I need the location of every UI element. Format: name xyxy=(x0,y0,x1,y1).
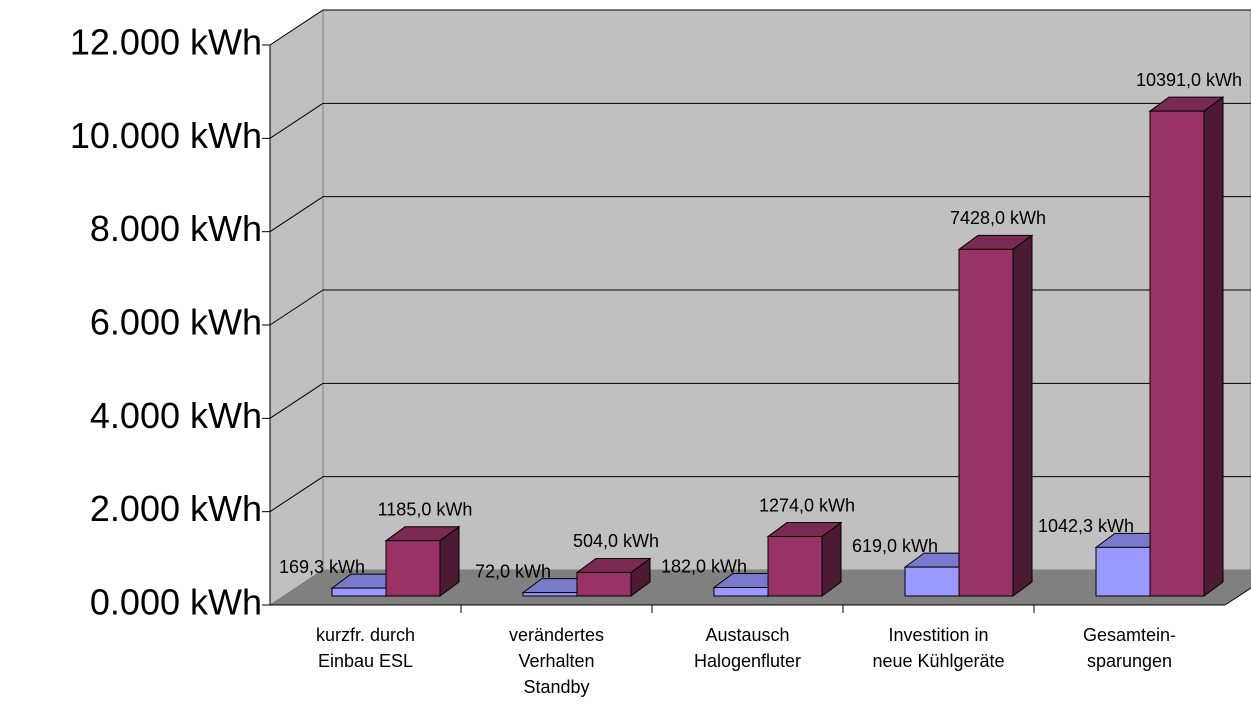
data-label: 7428,0 kWh xyxy=(950,208,1046,228)
bar-side xyxy=(1012,234,1033,597)
y-tick-label: 4.000 kWh xyxy=(90,395,262,436)
grid-line xyxy=(269,476,324,513)
y-tick-label: 6.000 kWh xyxy=(90,302,262,343)
bar xyxy=(767,536,823,597)
grid-line xyxy=(269,289,324,326)
data-label: 504,0 kWh xyxy=(573,531,659,551)
data-label: 72,0 kWh xyxy=(475,561,551,581)
grid-line xyxy=(269,9,324,46)
data-label: 182,0 kWh xyxy=(661,556,747,576)
bar-side xyxy=(1203,96,1224,597)
x-tick-label: Austausch Halogenfluter xyxy=(693,625,802,671)
bar xyxy=(522,592,578,597)
bar xyxy=(331,587,387,597)
y-tick-label: 8.000 kWh xyxy=(90,208,262,249)
grid-line xyxy=(269,102,324,139)
data-label: 619,0 kWh xyxy=(852,536,938,556)
y-tick-label: 12.000 kWh xyxy=(70,22,262,63)
y-tick-label: 2.000 kWh xyxy=(90,488,262,529)
x-tick-label: verändertes Verhalten Standby xyxy=(508,625,605,697)
x-tick-label: kurzfr. durch Einbau ESL xyxy=(315,625,416,671)
bar xyxy=(713,587,769,597)
bar xyxy=(385,540,441,597)
bar xyxy=(1095,546,1151,597)
bar xyxy=(958,248,1014,597)
x-tick-label: Gesamtein- sparungen xyxy=(1082,625,1177,671)
y-tick-label: 0.000 kWh xyxy=(90,582,262,623)
x-tick-label: Investition in neue Kühlgeräte xyxy=(872,625,1005,671)
data-label: 1274,0 kWh xyxy=(759,495,855,515)
data-label: 1185,0 kWh xyxy=(378,499,473,519)
y-tick-label: 10.000 kWh xyxy=(70,115,262,156)
bar xyxy=(1149,110,1205,597)
data-label: 169,3 kWh xyxy=(279,557,365,577)
bar xyxy=(904,566,960,597)
x-axis-edge xyxy=(1224,587,1251,606)
bar xyxy=(576,571,632,597)
data-label: 10391,0 kWh xyxy=(1136,70,1242,90)
grid-line xyxy=(269,196,324,233)
data-label: 1042,3 kWh xyxy=(1038,516,1134,536)
grid-line xyxy=(269,382,324,419)
